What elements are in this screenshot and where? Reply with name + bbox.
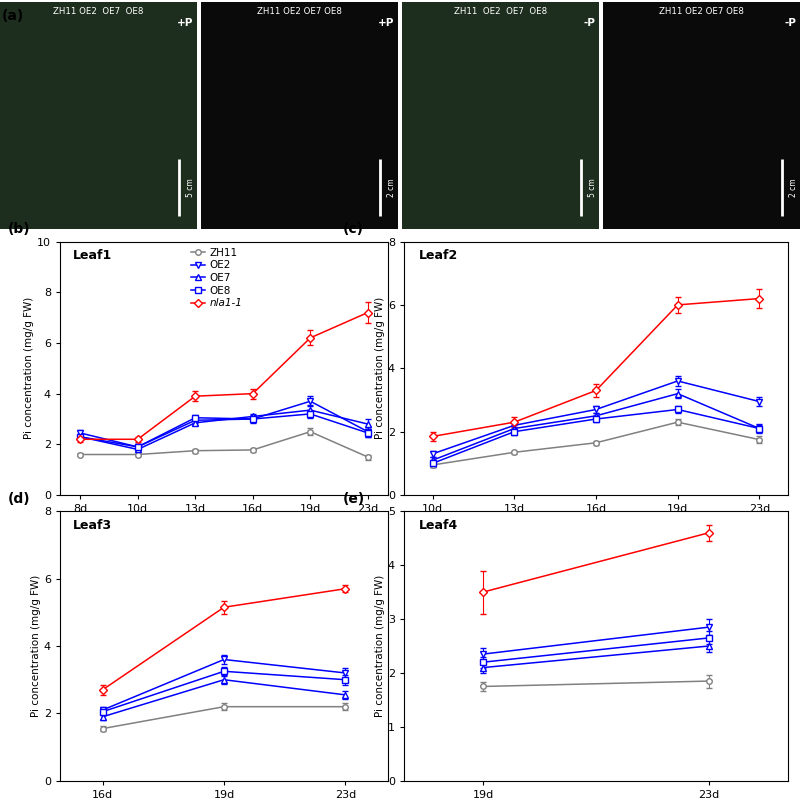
Text: Leaf1: Leaf1 (73, 249, 112, 262)
Bar (603, 2, 800, 229)
Text: Leaf4: Leaf4 (419, 519, 458, 532)
Text: (b): (b) (7, 222, 30, 237)
Text: (a): (a) (2, 9, 24, 23)
Text: ZH11  OE2  OE7  OE8: ZH11 OE2 OE7 OE8 (454, 7, 547, 16)
Text: (e): (e) (342, 492, 365, 506)
Bar (201, 2, 398, 229)
Text: 5 cm: 5 cm (588, 178, 597, 196)
Y-axis label: Pi concentration (mg/g FW): Pi concentration (mg/g FW) (31, 575, 41, 717)
Bar (402, 2, 599, 229)
Text: (d): (d) (7, 492, 30, 506)
Y-axis label: Pi concentration (mg/g FW): Pi concentration (mg/g FW) (375, 575, 385, 717)
Text: (c): (c) (342, 222, 363, 237)
Text: Leaf3: Leaf3 (73, 519, 112, 532)
Text: +P: +P (177, 19, 193, 28)
Text: ZH11 OE2 OE7 OE8: ZH11 OE2 OE7 OE8 (257, 7, 342, 16)
Legend: ZH11, OE2, OE7, OE8, nla1-1: ZH11, OE2, OE7, OE8, nla1-1 (190, 246, 243, 309)
Text: 2 cm: 2 cm (386, 178, 396, 196)
Text: ZH11 OE2 OE7 OE8: ZH11 OE2 OE7 OE8 (659, 7, 744, 16)
Y-axis label: Pi concentration (mg/g FW): Pi concentration (mg/g FW) (375, 297, 385, 440)
Text: -P: -P (784, 19, 796, 28)
Text: -P: -P (583, 19, 595, 28)
Bar (0, 2, 197, 229)
Text: ZH11 OE2  OE7  OE8: ZH11 OE2 OE7 OE8 (54, 7, 144, 16)
Y-axis label: Pi concentration (mg/g FW): Pi concentration (mg/g FW) (24, 297, 34, 440)
Text: +P: +P (378, 19, 394, 28)
Text: Leaf2: Leaf2 (419, 249, 458, 262)
Text: 5 cm: 5 cm (186, 178, 195, 196)
Text: 2 cm: 2 cm (789, 178, 798, 196)
